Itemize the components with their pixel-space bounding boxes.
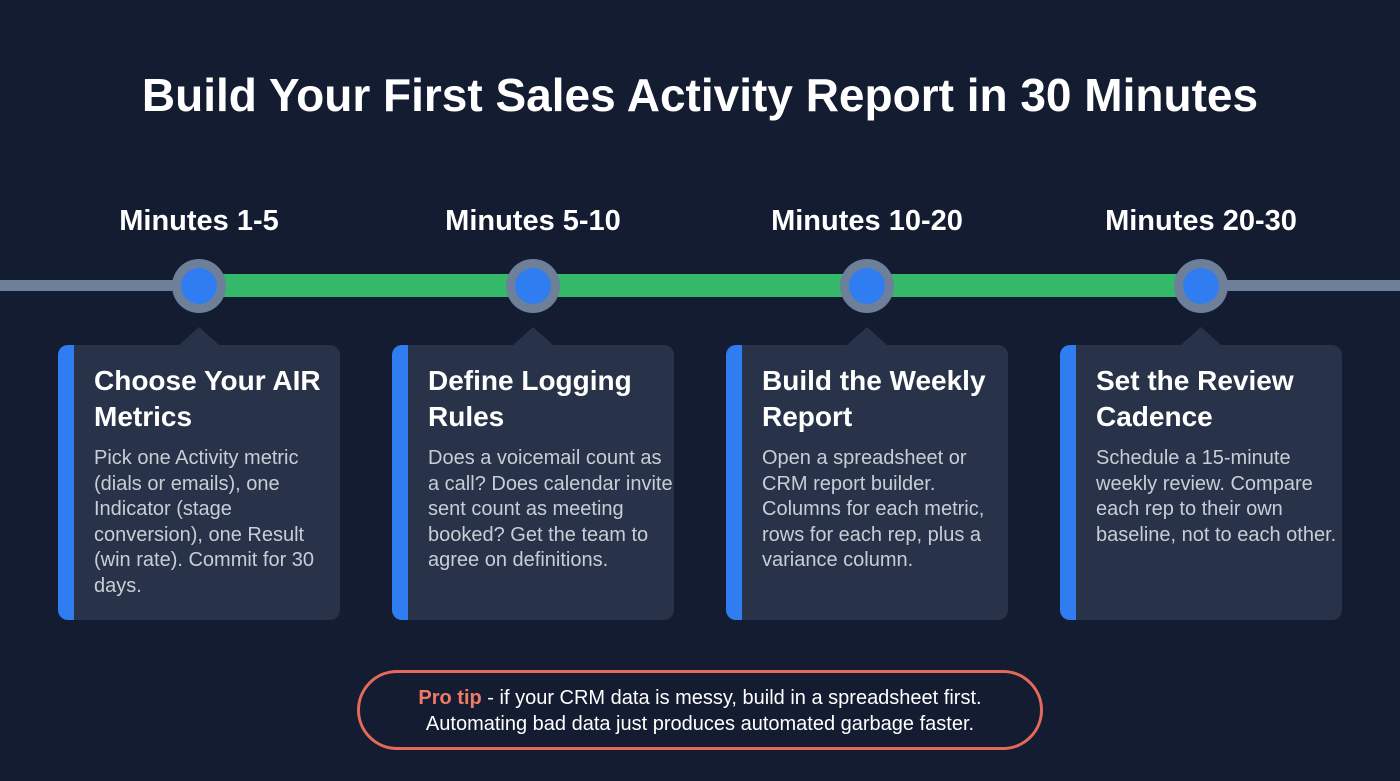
stage-card: Build the Weekly Report Open a spreadshe… <box>726 345 1008 620</box>
card-title: Choose Your AIR Metrics <box>94 365 321 432</box>
timeline-node-icon <box>506 259 560 313</box>
card-accent-bar <box>726 345 742 620</box>
stage-label: Minutes 5-10 <box>445 205 621 237</box>
card-pointer <box>513 327 553 345</box>
timeline-progress <box>198 274 1201 297</box>
card-accent-bar <box>1060 345 1076 620</box>
page-title: Build Your First Sales Activity Report i… <box>141 69 1259 121</box>
card-body: Schedule a 15-minute weekly review. Comp… <box>1096 447 1337 546</box>
stage-card: Set the Review Cadence Schedule a 15-min… <box>1060 345 1342 620</box>
card-body: Does a voicemail count as a call? Does c… <box>428 447 673 572</box>
timeline-node-icon <box>1174 259 1228 313</box>
card-title: Define Logging Rules <box>428 365 632 432</box>
card-pointer <box>179 327 219 345</box>
pro-tip-line2: Automating bad data just produces automa… <box>425 713 975 735</box>
card-accent-bar <box>392 345 408 620</box>
pro-tip-callout: Pro tip - if your CRM data is messy, bui… <box>357 670 1043 750</box>
card-body: Pick one Activity metric (dials or email… <box>94 447 315 597</box>
pro-tip-label: Pro tip <box>418 687 482 709</box>
card-pointer <box>1181 327 1221 345</box>
stage-label: Minutes 10-20 <box>771 205 963 237</box>
pro-tip-line1: - if your CRM data is messy, build in a … <box>481 687 982 709</box>
timeline-node-icon <box>172 259 226 313</box>
card-body: Open a spreadsheet or CRM report builder… <box>762 447 985 572</box>
card-title: Set the Review Cadence <box>1096 365 1294 432</box>
stage-label: Minutes 1-5 <box>119 205 279 237</box>
card-title: Build the Weekly Report <box>762 365 986 432</box>
card-accent-bar <box>58 345 74 620</box>
stage-card: Choose Your AIR Metrics Pick one Activit… <box>58 345 340 620</box>
card-pointer <box>847 327 887 345</box>
timeline-node-icon <box>840 259 894 313</box>
stage-card: Define Logging Rules Does a voicemail co… <box>392 345 674 620</box>
stage-label: Minutes 20-30 <box>1105 205 1297 237</box>
